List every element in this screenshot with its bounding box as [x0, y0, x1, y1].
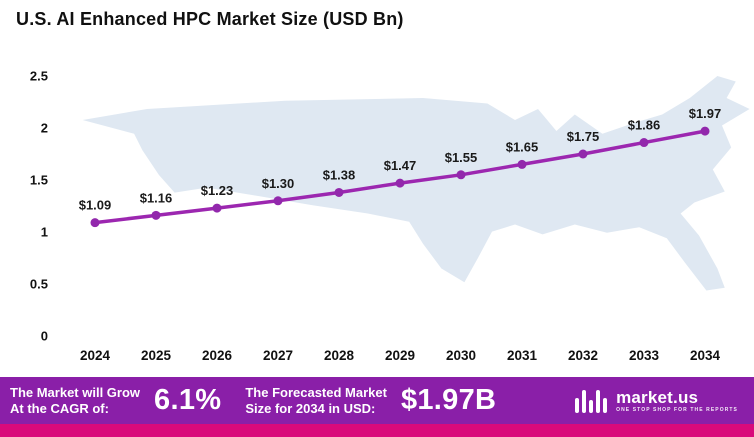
marketus-logo-icon — [575, 389, 608, 413]
data-point-label: $1.47 — [384, 158, 417, 173]
data-point-label: $1.86 — [628, 118, 661, 133]
x-tick-label: 2028 — [324, 348, 355, 363]
data-point-label: $1.65 — [506, 139, 539, 154]
y-tick-label: 2.5 — [30, 69, 48, 84]
x-tick-label: 2024 — [80, 348, 111, 363]
us-map-silhouette — [82, 76, 750, 291]
cagr-label-line2: At the CAGR of: — [10, 400, 109, 416]
x-tick-label: 2033 — [629, 348, 660, 363]
cagr-label: The Market will Grow At the CAGR of: — [0, 385, 140, 416]
brand-name: market.us — [616, 387, 699, 407]
data-point-label: $1.97 — [689, 106, 722, 121]
bottom-accent-strip — [0, 424, 754, 437]
data-point — [90, 218, 100, 228]
x-tick-label: 2025 — [141, 348, 172, 363]
data-point-label: $1.23 — [201, 183, 234, 198]
data-point — [517, 159, 527, 169]
brand-tagline: One Stop Shop For The Reports — [616, 406, 738, 413]
x-tick-label: 2027 — [263, 348, 293, 363]
brand-text: market.us One Stop Shop For The Reports — [616, 389, 738, 413]
data-point — [395, 178, 405, 188]
cagr-value: 6.1% — [154, 384, 222, 416]
cagr-label-line1: The Market will Grow — [10, 385, 141, 401]
y-tick-label: 0 — [41, 329, 48, 344]
data-point — [456, 170, 466, 180]
brand-logo: market.us One Stop Shop For The Reports — [574, 388, 754, 414]
data-point — [273, 196, 283, 206]
y-tick-label: 2 — [41, 121, 48, 136]
data-point-label: $1.09 — [79, 198, 112, 213]
market-line-chart: 0 0.5 1 1.5 2 2.5 2024 2025 2026 2027 2028 2029 2030… — [30, 69, 750, 363]
data-point-label: $1.55 — [445, 150, 478, 165]
data-point — [334, 187, 344, 197]
data-point — [700, 126, 710, 136]
x-tick-label: 2032 — [568, 348, 598, 363]
forecast-label: The Forecasted Market Size for 2034 in U… — [235, 385, 387, 416]
x-tick-label: 2034 — [690, 348, 721, 363]
y-tick-label: 1 — [41, 225, 48, 240]
x-tick-label: 2030 — [446, 348, 476, 363]
data-point — [578, 149, 588, 159]
forecast-label-line2: Size for 2034 in USD: — [245, 400, 376, 416]
forecast-label-line1: The Forecasted Market — [245, 385, 387, 401]
data-point-label: $1.30 — [262, 176, 295, 191]
x-tick-label: 2026 — [202, 348, 233, 363]
footer-banner: The Market will Grow At the CAGR of: 6.1… — [0, 377, 754, 424]
chart-area: 0 0.5 1 1.5 2 2.5 2024 2025 2026 2027 2028 2029 2030… — [0, 40, 754, 378]
forecast-value: $1.97B — [400, 384, 497, 416]
data-point — [639, 138, 649, 148]
x-tick-label: 2029 — [385, 348, 415, 363]
data-point-label: $1.75 — [567, 129, 600, 144]
page-title: U.S. AI Enhanced HPC Market Size (USD Bn… — [16, 9, 404, 29]
data-point-label: $1.38 — [323, 167, 356, 182]
y-tick-label: 1.5 — [30, 173, 48, 188]
data-point — [212, 203, 222, 213]
data-point — [151, 210, 161, 220]
y-tick-label: 0.5 — [30, 277, 48, 292]
x-tick-label: 2031 — [507, 348, 538, 363]
data-point-label: $1.16 — [140, 190, 173, 205]
